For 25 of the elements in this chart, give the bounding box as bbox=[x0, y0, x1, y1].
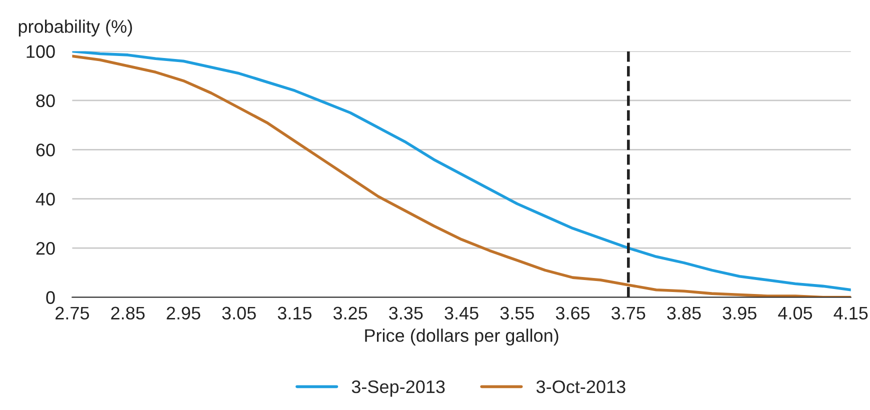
x-tick-label: 3.05 bbox=[222, 306, 256, 320]
x-tick-label: 2.85 bbox=[111, 306, 145, 320]
x-tick-label: 2.75 bbox=[56, 306, 90, 320]
x-tick-label: 3.45 bbox=[444, 306, 478, 320]
legend-label: 3-Oct-2013 bbox=[536, 380, 626, 394]
x-tick-label: 3.75 bbox=[612, 306, 646, 320]
x-tick-label: 3.95 bbox=[722, 306, 756, 320]
legend-label: 3-Sep-2013 bbox=[352, 380, 445, 397]
y-axis-title: probability (%) bbox=[18, 20, 132, 36]
x-tick-label: 3.25 bbox=[333, 306, 368, 320]
y-tick-label: 20 bbox=[36, 242, 55, 255]
x-tick-label: 3.85 bbox=[667, 306, 701, 320]
x-tick-label: 4.05 bbox=[778, 306, 812, 320]
x-tick-label: 3.55 bbox=[500, 306, 534, 320]
x-tick-label: 2.95 bbox=[166, 306, 200, 320]
y-tick-label: 40 bbox=[36, 192, 55, 206]
x-tick-label: 4.15 bbox=[834, 306, 868, 320]
y-tick-label: 0 bbox=[46, 291, 55, 304]
y-tick-label: 60 bbox=[36, 144, 55, 156]
x-tick-label: 3.15 bbox=[278, 306, 312, 320]
x-tick-label: 3.65 bbox=[556, 306, 590, 320]
x-tick-label: 3.35 bbox=[389, 306, 423, 320]
x-axis-title: Price (dollars per gallon) bbox=[365, 328, 558, 346]
y-tick-label: 100 bbox=[26, 45, 55, 58]
y-tick-label: 80 bbox=[36, 94, 55, 108]
